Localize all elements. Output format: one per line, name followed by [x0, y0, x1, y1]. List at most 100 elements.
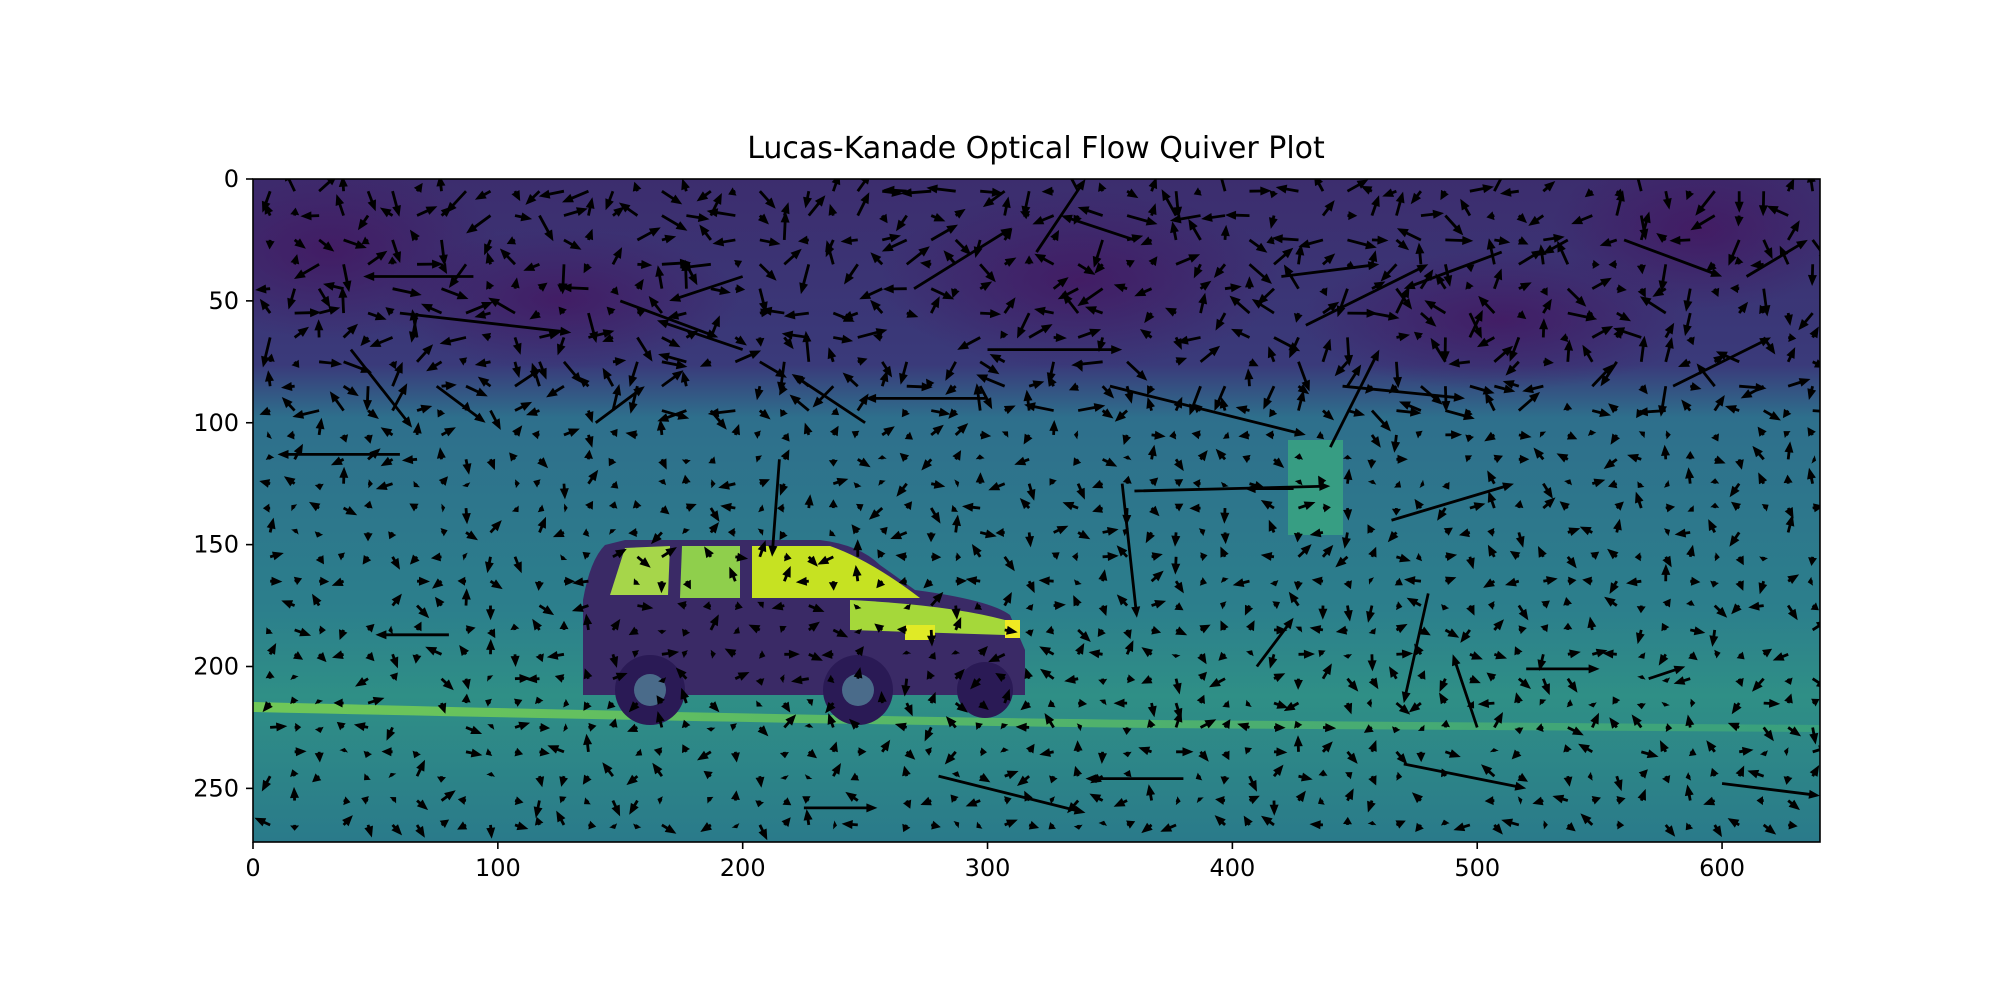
flow-arrow — [412, 654, 422, 664]
flow-arrow — [1478, 295, 1496, 314]
flow-arrow — [1759, 556, 1768, 562]
flow-arrow — [1516, 310, 1527, 320]
flow-arrow — [1073, 740, 1083, 752]
flow-arrow — [287, 288, 296, 310]
flow-arrow — [388, 531, 397, 540]
flow-arrow — [1783, 474, 1793, 484]
flow-arrow — [926, 378, 935, 388]
flow-arrow — [413, 182, 423, 193]
flow-arrow — [342, 264, 352, 293]
flow-arrow — [1175, 626, 1188, 636]
flow-arrow — [440, 427, 456, 437]
flow-arrow — [486, 638, 496, 655]
flow-arrow — [661, 370, 684, 388]
flow-arrow — [1811, 698, 1820, 707]
flow-arrow — [1049, 775, 1058, 784]
flow-arrow — [1599, 238, 1618, 247]
flow-arrow — [489, 520, 502, 534]
flow-arrow — [771, 601, 785, 611]
flow-arrow — [1248, 775, 1257, 792]
flow-arrow — [1209, 677, 1226, 688]
flow-arrow — [1579, 526, 1593, 536]
flow-arrow — [1343, 507, 1353, 521]
flow-arrow — [1040, 668, 1055, 680]
flow-arrow — [283, 476, 296, 487]
flow-arrow — [537, 516, 546, 533]
flow-arrow — [1493, 619, 1504, 631]
flow-arrow — [755, 455, 763, 463]
flow-arrow — [718, 480, 736, 490]
flow-arrow — [1273, 747, 1288, 757]
flow-arrow — [756, 700, 763, 707]
flow-arrow — [1714, 649, 1721, 659]
flow-arrow — [1592, 259, 1600, 269]
flow-arrow — [1097, 628, 1106, 637]
flow-arrow — [1367, 479, 1377, 485]
flow-arrow — [1089, 793, 1104, 803]
flow-arrow — [1787, 604, 1798, 621]
flow-arrow — [1517, 236, 1529, 245]
flow-arrow — [1591, 648, 1608, 658]
flow-arrow — [899, 452, 910, 462]
flow-arrow — [465, 384, 488, 397]
flow-arrow — [317, 288, 331, 308]
flow-arrow — [1415, 822, 1424, 832]
flow-arrow — [1039, 646, 1055, 656]
flow-arrow — [976, 374, 1006, 388]
flow-arrow — [1399, 401, 1422, 412]
flow-arrow — [1664, 322, 1675, 339]
y-tick-label: 50 — [208, 287, 239, 315]
flow-arrow — [880, 739, 891, 753]
x-tick-label: 200 — [720, 854, 766, 882]
flow-arrow — [1343, 468, 1353, 484]
flow-arrow — [534, 581, 544, 591]
flow-arrow — [538, 189, 565, 199]
flow-arrow — [440, 528, 448, 537]
flow-arrow — [486, 280, 495, 290]
flow-arrow — [1344, 337, 1354, 367]
flow-arrow — [1610, 433, 1620, 445]
flow-arrow — [465, 302, 493, 315]
flow-arrow — [895, 552, 907, 562]
flow-arrow — [1566, 431, 1578, 440]
flow-arrow — [612, 672, 628, 682]
flow-arrow — [1665, 503, 1676, 513]
flow-arrow — [525, 190, 541, 205]
flow-arrow — [535, 696, 544, 705]
flow-arrow — [1028, 324, 1053, 339]
flow-arrow — [1711, 287, 1720, 297]
flow-arrow — [724, 648, 737, 658]
flow-arrow — [355, 677, 369, 687]
flow-arrow — [1493, 650, 1507, 660]
flow-arrow — [314, 531, 324, 538]
flow-arrow — [987, 345, 1123, 355]
flow-arrow — [487, 675, 494, 682]
flow-arrow — [437, 776, 446, 783]
flow-arrow — [1517, 772, 1528, 782]
flow-arrow — [1272, 601, 1280, 610]
flow-arrow — [859, 287, 883, 300]
flow-arrow — [904, 702, 913, 717]
flow-arrow — [312, 773, 322, 783]
flow-arrow — [1687, 505, 1694, 512]
flow-arrow — [1690, 698, 1696, 708]
flow-arrow — [262, 503, 271, 513]
flow-arrow — [1263, 385, 1276, 410]
flow-arrow — [902, 765, 911, 777]
flow-arrow — [877, 549, 886, 559]
flow-arrow — [1613, 775, 1623, 792]
flow-arrow — [700, 822, 712, 832]
flow-arrow — [1637, 675, 1646, 680]
flow-arrow — [1321, 544, 1334, 558]
flow-arrow — [461, 678, 471, 690]
flow-arrow — [1566, 287, 1587, 307]
flow-arrow — [661, 336, 681, 348]
flow-arrow — [1073, 430, 1079, 440]
flow-arrow — [1077, 529, 1091, 540]
flow-arrow — [1318, 769, 1328, 777]
flow-arrow — [808, 621, 820, 632]
flow-arrow — [704, 546, 714, 559]
flow-arrow — [412, 750, 421, 759]
flow-arrow — [821, 649, 834, 659]
flow-arrow — [1591, 478, 1606, 488]
